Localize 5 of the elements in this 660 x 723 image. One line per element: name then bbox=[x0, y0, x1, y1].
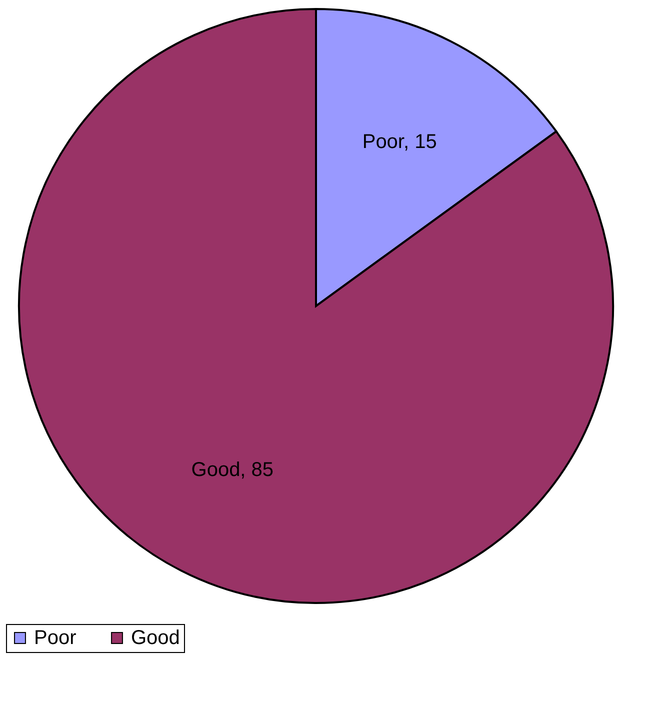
legend-label: Good bbox=[131, 627, 180, 649]
pie-slice bbox=[18, 8, 614, 604]
legend-label: Poor bbox=[34, 627, 77, 649]
data-label: Poor, 15 bbox=[362, 130, 437, 153]
data-label: Good, 85 bbox=[191, 459, 274, 482]
